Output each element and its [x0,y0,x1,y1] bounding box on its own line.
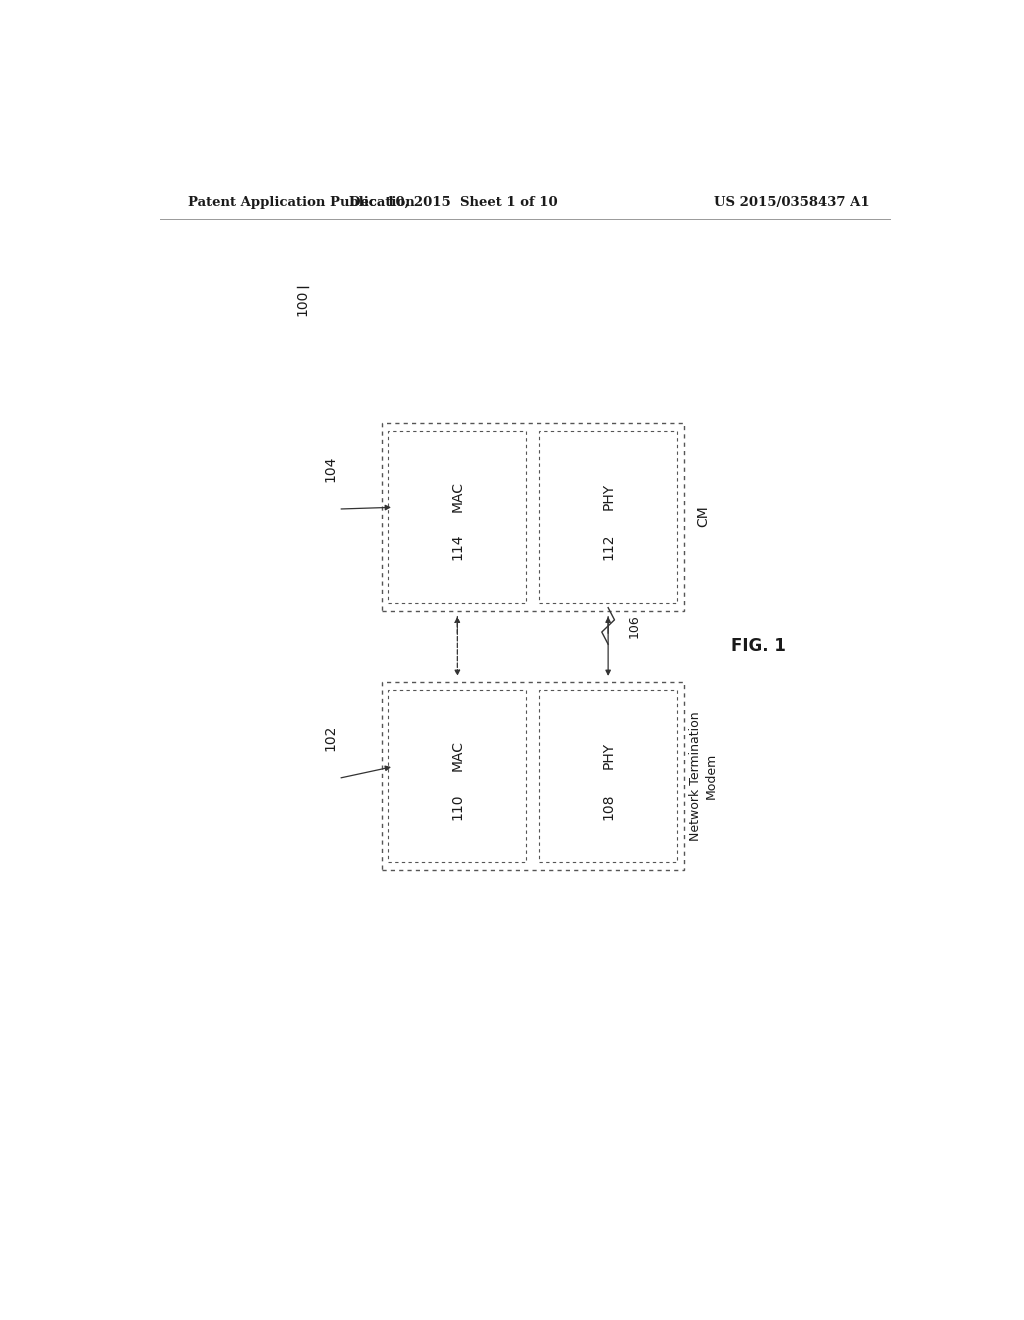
Text: 108: 108 [601,793,615,820]
Text: 110: 110 [451,793,464,820]
Text: CM: CM [696,506,711,527]
Text: Dec. 10, 2015  Sheet 1 of 10: Dec. 10, 2015 Sheet 1 of 10 [349,195,558,209]
Text: MAC: MAC [451,741,464,771]
Text: MAC: MAC [451,480,464,512]
Text: 106: 106 [628,614,641,638]
Text: 112: 112 [601,533,615,561]
Text: Patent Application Publication: Patent Application Publication [187,195,415,209]
Text: Network Termination
Modem: Network Termination Modem [689,711,718,841]
Text: PHY: PHY [601,742,615,770]
Text: PHY: PHY [601,483,615,510]
Text: 114: 114 [451,533,464,561]
Text: 104: 104 [324,455,337,482]
Text: 102: 102 [324,725,337,751]
Text: US 2015/0358437 A1: US 2015/0358437 A1 [715,195,870,209]
Text: FIG. 1: FIG. 1 [731,638,786,655]
Text: 100: 100 [296,289,309,315]
